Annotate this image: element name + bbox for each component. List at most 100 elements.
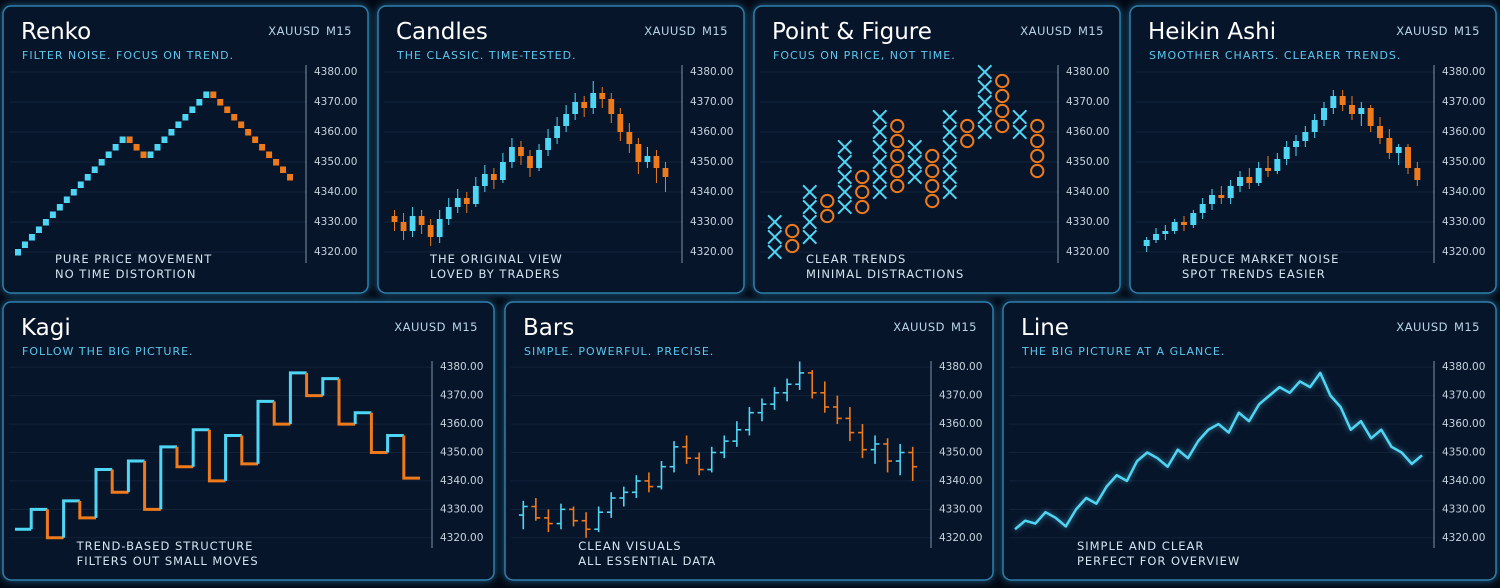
candle-body xyxy=(1227,186,1234,198)
chart-title: Renko xyxy=(21,19,91,45)
y-tick-label: 4350.00 xyxy=(690,156,733,168)
kagi-segment xyxy=(45,509,64,540)
y-tick-label: 4360.00 xyxy=(690,126,733,138)
pnf-x xyxy=(942,139,958,155)
kagi-segment xyxy=(321,377,339,396)
y-tick-label: 4370.00 xyxy=(939,390,982,402)
chart-title: Candles xyxy=(396,19,488,45)
renko-brick xyxy=(182,114,189,121)
caption: REDUCE MARKET NOISE xyxy=(1182,252,1339,266)
pnf-x xyxy=(802,199,818,215)
kagi-segment xyxy=(143,461,161,511)
timeframe: M15 xyxy=(1078,24,1104,38)
y-tick-label: 4360.00 xyxy=(1066,126,1109,138)
chart-title: Kagi xyxy=(21,315,71,341)
candle-body xyxy=(1181,222,1187,225)
renko-brick xyxy=(210,91,217,98)
candle-body xyxy=(490,174,497,180)
y-tick-label: 4330.00 xyxy=(690,216,733,228)
renko-brick xyxy=(189,106,196,113)
candle-body xyxy=(1339,96,1346,105)
y-tick-label: 4330.00 xyxy=(440,503,483,515)
chart-panel: Point & Figure FOCUS ON PRICE, NOT TIME. M… xyxy=(753,5,1121,294)
pnf-x xyxy=(942,124,958,140)
candle-body xyxy=(1330,96,1337,108)
renko-brick xyxy=(287,174,293,181)
y-tick-label: 4330.00 xyxy=(314,216,357,228)
candle-body xyxy=(527,156,533,168)
candle-body xyxy=(1386,138,1393,153)
kagi-segment xyxy=(369,412,388,454)
pnf-x xyxy=(767,214,783,230)
renko-brick xyxy=(161,136,168,143)
candle-body xyxy=(1321,108,1327,120)
pnf-o xyxy=(995,73,1010,89)
pnf-x xyxy=(802,214,818,230)
caption: SPOT TRENDS EASIER xyxy=(1182,267,1326,281)
symbol: XAUUSD xyxy=(1020,24,1072,38)
candle-body xyxy=(1283,147,1290,159)
symbol: XAUUSD xyxy=(268,24,320,38)
kagi-segment xyxy=(337,378,356,426)
pnf-o xyxy=(1030,148,1045,164)
y-tick-label: 4380.00 xyxy=(1442,361,1485,373)
renko-brick xyxy=(196,99,203,106)
renko-brick xyxy=(56,204,63,211)
panel-frame xyxy=(2,301,495,581)
y-tick-label: 4380.00 xyxy=(690,66,733,78)
chart-title: Heikin Ashi xyxy=(1148,19,1276,45)
y-tick-label: 4370.00 xyxy=(690,96,733,108)
candle-body xyxy=(1265,168,1271,171)
symbol: XAUUSD xyxy=(1396,320,1448,334)
candle-body xyxy=(409,216,416,231)
pnf-x xyxy=(942,184,958,200)
y-tick-label: 4380.00 xyxy=(1442,66,1485,78)
pnf-x xyxy=(942,109,958,125)
pnf-x xyxy=(977,79,993,95)
panel-frame xyxy=(504,301,994,581)
caption: MINIMAL DISTRACTIONS xyxy=(806,267,964,281)
pnf-o xyxy=(855,199,870,215)
y-tick-label: 4330.00 xyxy=(1442,216,1485,228)
candle-body xyxy=(1237,177,1243,186)
pnf-o xyxy=(890,148,905,164)
pnf-x xyxy=(872,124,888,140)
symbol: XAUUSD xyxy=(893,320,945,334)
y-tick-label: 4340.00 xyxy=(1442,186,1485,198)
chart-subtitle: FOLLOW THE BIG PICTURE. xyxy=(22,345,194,358)
y-tick-label: 4340.00 xyxy=(440,475,483,487)
chart-subtitle: FOCUS ON PRICE, NOT TIME. xyxy=(773,49,956,62)
pnf-x xyxy=(802,229,818,245)
pnf-o xyxy=(995,103,1010,119)
candle-body xyxy=(1302,132,1309,141)
caption: PERFECT FOR OVERVIEW xyxy=(1077,554,1240,568)
pnf-x xyxy=(1012,124,1028,140)
renko-brick xyxy=(140,151,147,158)
chart-subtitle: THE BIG PICTURE AT A GLANCE. xyxy=(1021,345,1225,358)
chart-subtitle: SMOOTHER CHARTS. CLEARER TRENDS. xyxy=(1149,49,1401,62)
renko-brick xyxy=(203,91,210,98)
pnf-o xyxy=(890,133,905,149)
renko-brick xyxy=(70,189,77,196)
chart-title: Bars xyxy=(523,315,574,341)
candle-body xyxy=(1143,240,1150,246)
pnf-x xyxy=(872,154,888,170)
pnf-o xyxy=(890,163,905,179)
panel-frame xyxy=(1002,301,1497,581)
pnf-x xyxy=(837,154,853,170)
pnf-o xyxy=(995,88,1010,104)
candle-body xyxy=(509,147,515,162)
pnf-x xyxy=(977,109,993,125)
renko-brick xyxy=(15,249,21,256)
renko-brick xyxy=(266,151,273,158)
symbol: XAUUSD xyxy=(394,320,446,334)
renko-brick xyxy=(112,144,119,151)
candle-body xyxy=(590,93,597,108)
y-tick-label: 4380.00 xyxy=(939,361,982,373)
pnf-x xyxy=(907,154,923,170)
candle-body xyxy=(454,198,461,207)
y-tick-label: 4330.00 xyxy=(939,503,982,515)
kagi-segment xyxy=(110,469,129,494)
y-tick-label: 4340.00 xyxy=(1066,186,1109,198)
